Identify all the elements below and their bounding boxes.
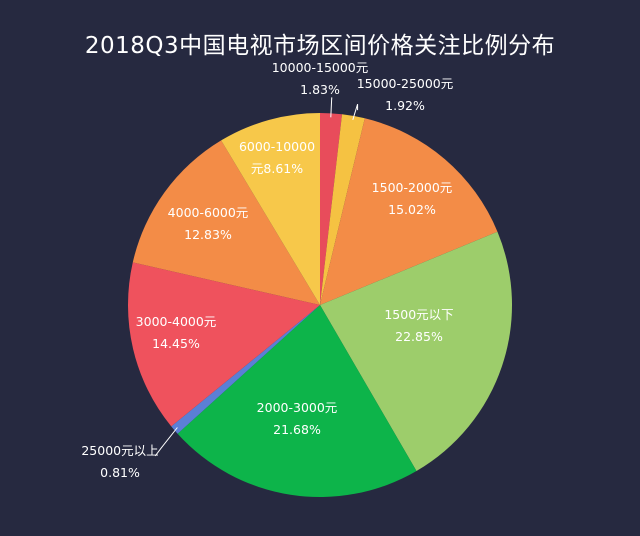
slice-value-label: 21.68%: [273, 422, 321, 437]
slice-value-label: 1.83%: [300, 82, 340, 97]
slice-value-label: 元8.61%: [251, 161, 303, 176]
slice-label-group: 6000-10000 元8.61%: [239, 139, 315, 176]
slice-label-group: 10000-15000元 1.83%: [272, 60, 369, 118]
slice-value-label: 12.83%: [184, 227, 232, 242]
slice-label-group: 15000-25000元 1.92%: [352, 76, 454, 121]
slice-label-group: 2000-3000元 21.68%: [257, 400, 338, 437]
pie-slice: [132, 140, 320, 305]
pie-slice: [127, 262, 320, 427]
slice-label-group: 3000-4000元 14.45%: [136, 314, 217, 351]
slice-label-group: 1500元以下 22.85%: [384, 307, 453, 344]
slice-value-label: 1.92%: [385, 98, 425, 113]
slice-label: 10000-15000元: [272, 60, 369, 75]
pie-slice: [221, 113, 320, 305]
slice-value-label: 0.81%: [100, 465, 140, 480]
slice-label: 4000-6000元: [168, 205, 249, 220]
leader-line: [352, 103, 359, 121]
slice-value-label: 14.45%: [152, 336, 200, 351]
slice-value-label: 22.85%: [395, 329, 443, 344]
slice-label-group: 1500-2000元 15.02%: [372, 180, 453, 217]
leader-line: [330, 97, 333, 118]
slice-label-group: 4000-6000元 12.83%: [168, 205, 249, 242]
pie-slice: [320, 118, 498, 305]
slice-label: 6000-10000: [239, 139, 315, 154]
slice-value-label: 15.02%: [388, 202, 436, 217]
slice-label: 25000元以上: [81, 443, 158, 458]
slice-label: 1500元以下: [384, 307, 453, 322]
leader-line: [154, 427, 178, 457]
slice-label: 3000-4000元: [136, 314, 217, 329]
pie-slice: [320, 113, 343, 305]
slice-label: 1500-2000元: [372, 180, 453, 195]
pie-slice: [320, 114, 365, 306]
slice-label: 15000-25000元: [357, 76, 454, 91]
pie-slice: [177, 305, 417, 497]
chart-title: 2018Q3中国电视市场区间价格关注比例分布: [84, 33, 556, 59]
pie-slice: [320, 231, 513, 471]
slice-label: 2000-3000元: [257, 400, 338, 415]
pie-slice: [171, 305, 320, 434]
slice-label-group: 25000元以上 0.81%: [81, 427, 178, 480]
